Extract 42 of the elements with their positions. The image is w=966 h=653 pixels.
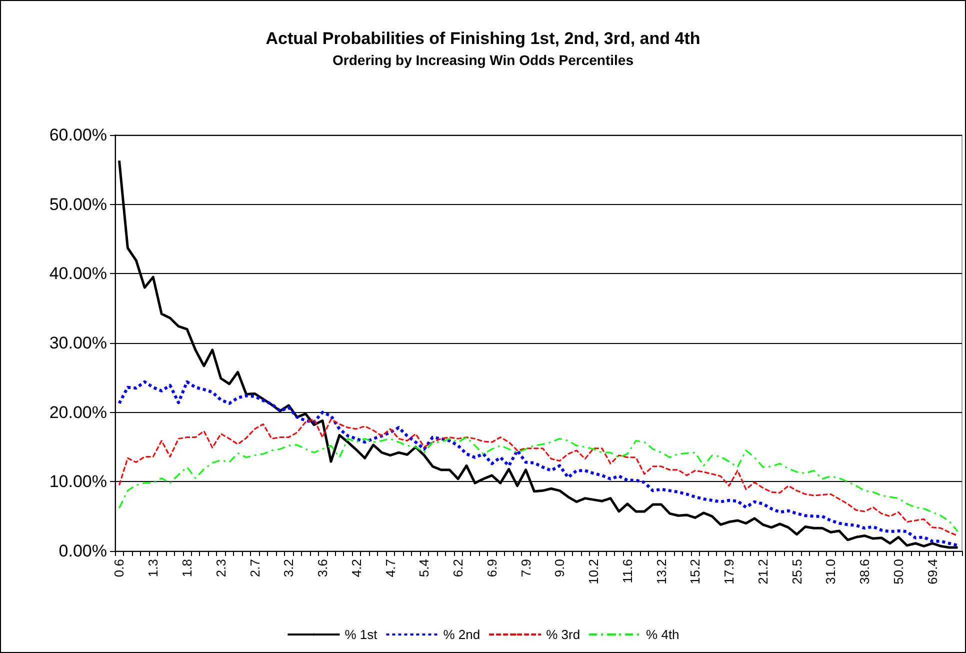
legend-label: % 4th <box>646 627 680 642</box>
x-tick-label: 6.9 <box>484 559 500 578</box>
x-tick-label: 1.3 <box>146 559 161 578</box>
x-tick-label: 10.2 <box>586 559 602 584</box>
y-tick-label: 30.00% <box>49 334 107 352</box>
x-tick-label: 31.0 <box>823 559 838 584</box>
legend-label: % 1st <box>344 627 378 642</box>
x-tick-label: 4.2 <box>348 559 364 578</box>
x-tick-label: 25.5 <box>789 559 804 584</box>
x-tick-label: 38.6 <box>857 559 872 584</box>
x-tick-label: 9.0 <box>552 559 568 578</box>
x-tick-label: 2.3 <box>213 559 228 578</box>
y-tick-label: 50.00% <box>49 194 107 214</box>
y-tick-label: 40.00% <box>49 264 107 284</box>
x-tick-label: 1.8 <box>179 559 194 578</box>
y-tick-label: 10.00% <box>49 472 107 492</box>
line-series <box>118 159 960 549</box>
x-tick-label: 17.9 <box>722 559 737 584</box>
x-tick-label: 0.6 <box>112 559 127 578</box>
line-series <box>118 436 959 532</box>
x-tick-label: 15.2 <box>688 559 703 584</box>
x-tick-label: 3.2 <box>281 559 296 578</box>
y-tick-label: 0.00% <box>58 542 107 560</box>
y-tick-label: 60.00% <box>49 126 107 144</box>
x-tick-label: 69.4 <box>924 559 940 584</box>
x-tick-label: 11.6 <box>620 559 635 584</box>
line-series <box>118 418 959 536</box>
chart-subtitle: Ordering by Increasing Win Odds Percentiles <box>332 52 634 68</box>
legend-label: % 3rd <box>546 627 580 642</box>
x-tick-label: 13.2 <box>654 559 669 584</box>
x-tick-label: 50.0 <box>890 559 906 584</box>
x-tick-label: 6.2 <box>450 559 466 578</box>
x-tick-label: 7.9 <box>518 559 534 578</box>
x-tick-label: 3.6 <box>315 559 330 578</box>
x-tick-label: 5.4 <box>416 559 432 578</box>
x-tick-label: 2.7 <box>247 559 262 578</box>
y-tick-label: 20.00% <box>49 402 107 422</box>
chart-title: Actual Probabilities of Finishing 1st, 2nd, 3rd, and 4th <box>266 29 700 48</box>
legend-label: % 2nd <box>443 627 480 642</box>
x-tick-label: 21.2 <box>755 559 770 584</box>
line-series <box>118 380 960 547</box>
x-tick-label: 4.7 <box>382 559 398 578</box>
